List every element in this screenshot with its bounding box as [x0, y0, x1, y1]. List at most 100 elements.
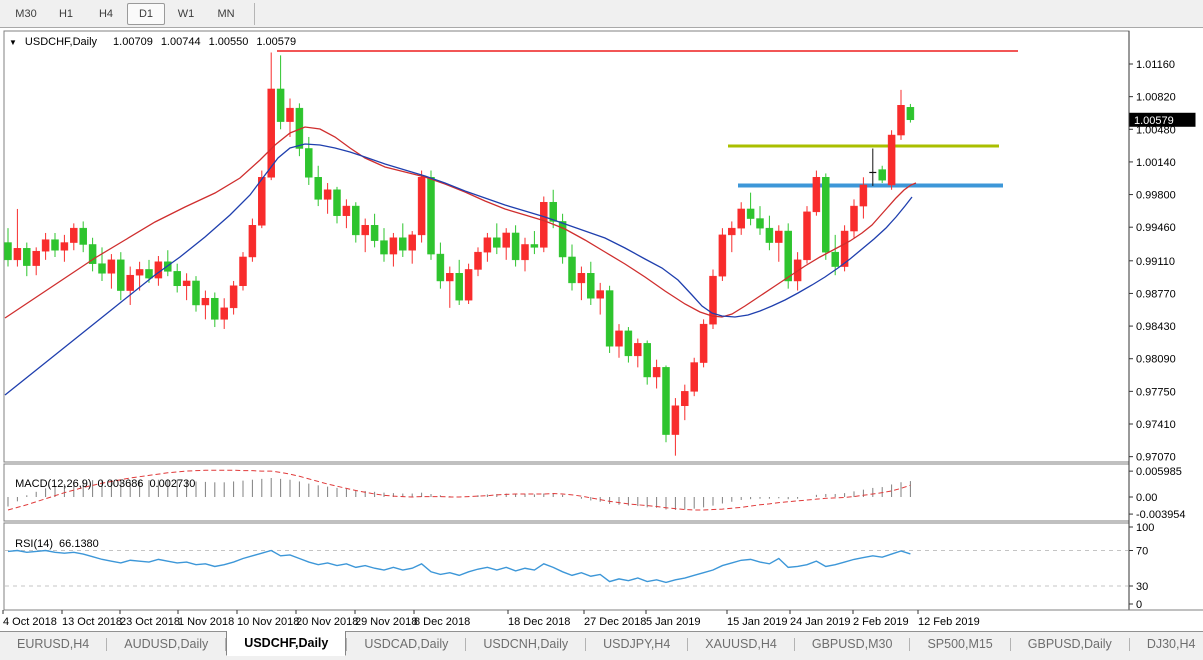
candle — [182, 280, 191, 287]
candle — [408, 234, 416, 251]
ohlc-close: 1.00579 — [256, 36, 297, 48]
candle — [822, 177, 830, 253]
date-axis-label: 24 Jan 2019 — [790, 616, 851, 628]
price-axis-label: 0.97750 — [1136, 386, 1176, 398]
price-axis-label: 1.00480 — [1136, 124, 1176, 136]
tab-separator — [793, 637, 795, 651]
date-axis-label: 23 Oct 2018 — [120, 616, 180, 628]
rsi-axis-label: 100 — [1136, 522, 1154, 534]
candle — [88, 244, 97, 264]
candle — [79, 227, 87, 245]
macd-axis-label: 0.00 — [1136, 492, 1157, 504]
price-axis-label: 0.98430 — [1136, 321, 1176, 333]
price-axis-label: 1.00140 — [1136, 157, 1176, 169]
candle — [323, 189, 332, 200]
chart-tab-usdjpy-h4[interactable]: USDJPY,H4 — [603, 637, 671, 651]
timeframe-button-M30[interactable]: M30 — [15, 7, 37, 20]
timeframe-button-W1[interactable]: W1 — [177, 7, 195, 20]
candle — [765, 227, 774, 243]
candle — [577, 273, 586, 284]
timeframe-button-MN[interactable]: MN — [217, 7, 235, 20]
candle — [107, 259, 116, 274]
candle — [352, 205, 360, 236]
tab-separator — [687, 637, 689, 651]
candle — [502, 232, 510, 248]
timeframe-button-D1[interactable]: D1 — [127, 2, 165, 25]
candle — [634, 343, 642, 357]
candle — [840, 230, 849, 267]
candle — [887, 134, 896, 186]
date-axis-label: 13 Oct 2018 — [62, 616, 122, 628]
chart-tab-usdcad-daily[interactable]: USDCAD,Daily — [364, 637, 449, 651]
date-axis-label: 29 Nov 2018 — [355, 616, 417, 628]
ohlc-open: 1.00709 — [113, 36, 153, 48]
rsi-indicator-label: RSI(14) 66.1380 — [9, 526, 99, 550]
chart-tab-usdchf-daily[interactable]: USDCHF,Daily — [226, 631, 347, 656]
macd-panel[interactable] — [3, 463, 1130, 522]
candle — [718, 234, 727, 277]
candle — [211, 297, 219, 320]
candle — [239, 256, 247, 287]
symbol-dropdown-icon[interactable]: ▼ — [9, 37, 17, 47]
chart-tab-sp500-m15[interactable]: SP500,M15 — [927, 637, 993, 651]
candle — [126, 274, 134, 291]
candle — [671, 405, 680, 435]
candle — [427, 177, 435, 255]
macd-signal-line — [7, 469, 911, 511]
chart-tab-usdcnh-daily[interactable]: USDCNH,Daily — [483, 637, 569, 651]
candle — [737, 208, 745, 229]
date-axis-label: 8 Dec 2018 — [414, 616, 470, 628]
candle — [361, 225, 369, 236]
candle — [446, 273, 454, 282]
chart-symbol-label: USDCHF,Daily — [24, 36, 98, 48]
candle — [850, 205, 858, 232]
candle — [549, 201, 557, 222]
candle — [756, 218, 764, 229]
ohlc-high: 1.00744 — [160, 36, 201, 48]
price-axis-label: 1.01160 — [1136, 59, 1175, 71]
candle — [399, 237, 407, 251]
rsi-axis-label: 0 — [1136, 599, 1142, 611]
candle — [511, 232, 520, 261]
rsi-value: 66.1380 — [59, 538, 99, 550]
chart-title: ▼ USDCHF,Daily 1.00709 1.00744 1.00550 1… — [9, 36, 296, 48]
candle — [51, 239, 59, 251]
chart-tab-xauusd-h4[interactable]: XAUUSD,H4 — [705, 637, 777, 651]
candle — [220, 307, 228, 320]
timeframe-button-H4[interactable]: H4 — [98, 7, 114, 20]
chart-tab-dj30-h4[interactable]: DJ30,H4 — [1146, 637, 1196, 651]
candle — [154, 261, 163, 279]
candle — [370, 225, 379, 241]
candle — [23, 248, 31, 266]
ohlc-low: 1.00550 — [208, 36, 249, 48]
candle — [436, 253, 445, 282]
candle — [596, 290, 604, 299]
chart-tab-audusd-daily[interactable]: AUDUSD,Daily — [124, 637, 209, 651]
candle — [229, 285, 238, 309]
price-axis-label: 0.97070 — [1136, 452, 1176, 464]
chart-tab-eurusd-h4[interactable]: EURUSD,H4 — [17, 637, 90, 651]
candle — [201, 297, 210, 306]
candle — [906, 107, 915, 121]
toolbar-divider — [254, 2, 255, 25]
candle — [690, 362, 698, 392]
current-price-badge-text: 1.00579 — [1134, 115, 1174, 127]
current-price-badge — [1129, 112, 1196, 127]
candle — [878, 169, 886, 181]
candle — [248, 225, 257, 258]
chart-tab-gbpusd-daily[interactable]: GBPUSD,Daily — [1027, 637, 1112, 651]
candle — [267, 88, 275, 178]
chart-tab-gbpusd-m30[interactable]: GBPUSD,M30 — [811, 637, 893, 651]
timeframe-button-H1[interactable]: H1 — [58, 7, 74, 20]
date-axis-label: 10 Nov 2018 — [237, 616, 299, 628]
candle — [305, 148, 313, 178]
symbol-tabbar: EURUSD,H4 AUDUSD,Daily USDCHF,Daily USDCAD,… — [0, 631, 1203, 656]
tab-separator — [225, 637, 227, 651]
candle — [60, 242, 69, 251]
tab-separator — [106, 637, 108, 651]
price-axis-label: 0.99110 — [1136, 256, 1175, 268]
main-price-panel[interactable] — [3, 30, 1130, 463]
rsi-panel[interactable] — [3, 522, 1130, 611]
date-axis-label: 18 Dec 2018 — [508, 616, 570, 628]
